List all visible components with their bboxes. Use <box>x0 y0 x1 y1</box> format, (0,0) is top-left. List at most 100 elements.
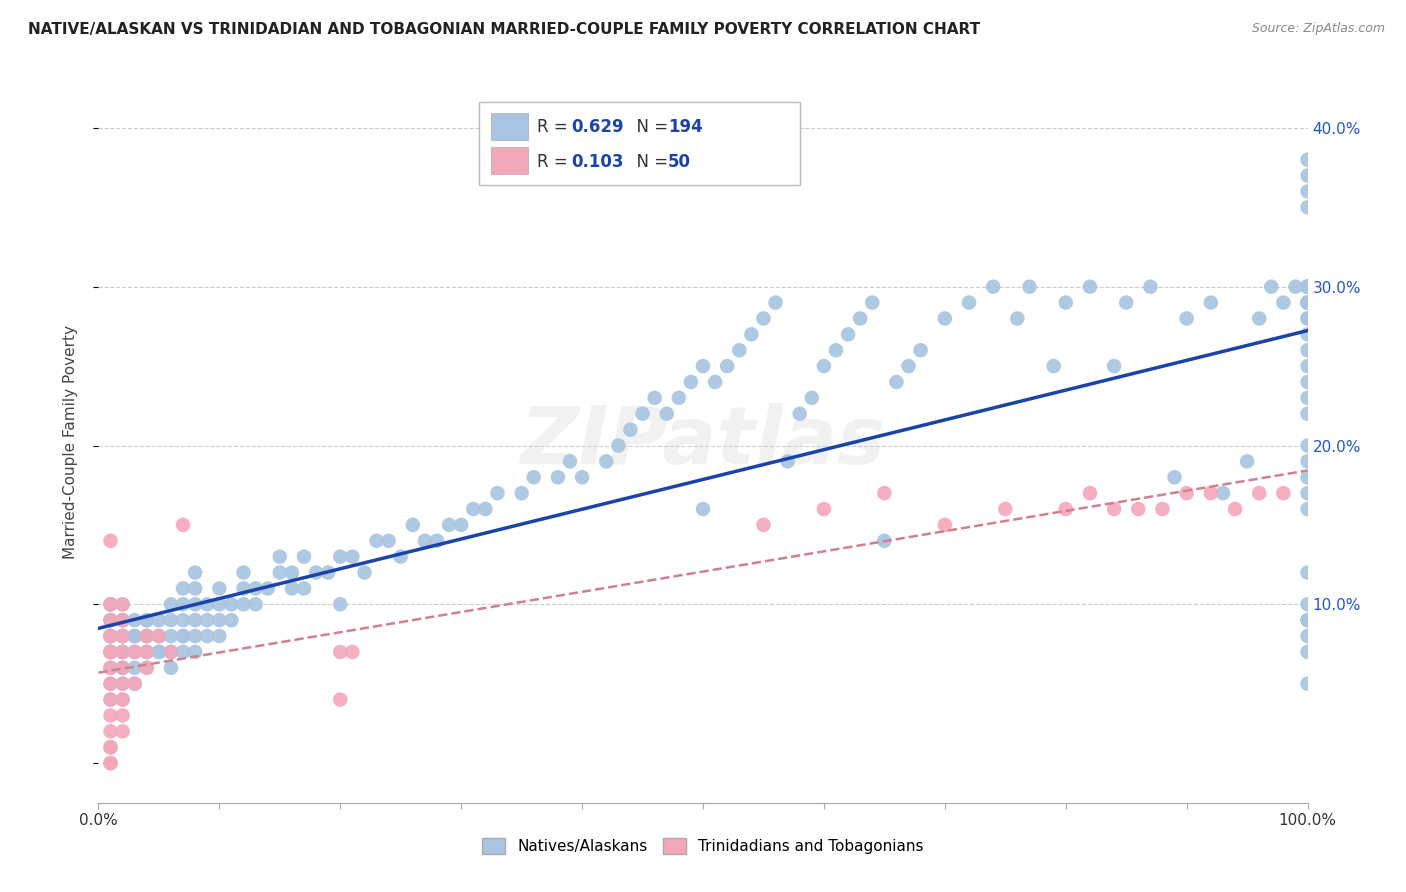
Point <box>860 295 883 310</box>
Point <box>100 756 122 770</box>
Point <box>100 613 122 627</box>
Point <box>377 533 399 548</box>
Point <box>221 613 243 627</box>
Point <box>1296 566 1319 580</box>
Point <box>100 629 122 643</box>
Point <box>1199 295 1222 310</box>
Point <box>957 295 980 310</box>
Point <box>111 613 134 627</box>
Point <box>752 311 775 326</box>
Point <box>100 692 122 706</box>
Point <box>825 343 848 358</box>
Point <box>232 597 254 611</box>
Point <box>1296 279 1319 293</box>
Point <box>1296 295 1319 310</box>
Point <box>342 645 364 659</box>
Point <box>1054 502 1077 516</box>
Point <box>474 502 496 516</box>
Text: R =: R = <box>537 153 574 170</box>
Point <box>752 517 775 532</box>
Point <box>316 566 339 580</box>
Point <box>1175 486 1198 500</box>
Point <box>111 629 134 643</box>
Point <box>135 645 157 659</box>
Point <box>100 645 122 659</box>
Point <box>716 359 738 373</box>
Point <box>1115 295 1137 310</box>
Point <box>100 629 122 643</box>
Point <box>111 661 134 675</box>
Point <box>1296 279 1319 293</box>
Point <box>981 279 1004 293</box>
Point <box>111 676 134 690</box>
Point <box>100 676 122 690</box>
Point <box>800 391 823 405</box>
Point <box>256 582 278 596</box>
Point <box>124 645 146 659</box>
Point <box>510 486 533 500</box>
Text: 0.629: 0.629 <box>571 118 624 136</box>
Point <box>897 359 920 373</box>
Point <box>100 661 122 675</box>
Point <box>100 597 122 611</box>
Point <box>111 613 134 627</box>
Point <box>100 756 122 770</box>
Text: N =: N = <box>626 153 673 170</box>
Point <box>111 629 134 643</box>
Point <box>100 533 122 548</box>
Point <box>160 645 183 659</box>
Point <box>292 582 315 596</box>
Point <box>124 613 146 627</box>
Point <box>100 613 122 627</box>
Point <box>558 454 581 468</box>
Point <box>1296 407 1319 421</box>
Point <box>124 645 146 659</box>
Point <box>1007 311 1029 326</box>
Point <box>934 311 956 326</box>
Point <box>873 486 896 500</box>
Point <box>111 629 134 643</box>
Point <box>886 375 908 389</box>
Point <box>100 740 122 755</box>
Point <box>523 470 546 484</box>
Point <box>160 645 183 659</box>
Point <box>1296 295 1319 310</box>
FancyBboxPatch shape <box>492 147 527 174</box>
Point <box>1296 343 1319 358</box>
Point <box>135 645 157 659</box>
Point <box>269 549 291 564</box>
Point <box>426 533 449 548</box>
Point <box>1272 486 1295 500</box>
Point <box>124 676 146 690</box>
Point <box>1296 295 1319 310</box>
Point <box>1296 438 1319 452</box>
Point <box>172 629 194 643</box>
Point <box>644 391 666 405</box>
Point <box>135 629 157 643</box>
Point <box>148 629 170 643</box>
Point <box>1296 645 1319 659</box>
FancyBboxPatch shape <box>492 112 527 139</box>
Point <box>1296 169 1319 183</box>
Point <box>389 549 412 564</box>
Point <box>1296 311 1319 326</box>
Point <box>148 613 170 627</box>
Point <box>1296 311 1319 326</box>
Point <box>100 645 122 659</box>
Point <box>184 645 207 659</box>
FancyBboxPatch shape <box>479 102 800 185</box>
Point <box>208 582 231 596</box>
Point <box>1296 279 1319 293</box>
Point <box>111 597 134 611</box>
Text: NATIVE/ALASKAN VS TRINIDADIAN AND TOBAGONIAN MARRIED-COUPLE FAMILY POVERTY CORRE: NATIVE/ALASKAN VS TRINIDADIAN AND TOBAGO… <box>28 22 980 37</box>
Point <box>1296 597 1319 611</box>
Point <box>111 629 134 643</box>
Point <box>837 327 859 342</box>
Point <box>1078 486 1101 500</box>
Y-axis label: Married-Couple Family Poverty: Married-Couple Family Poverty <box>63 325 77 558</box>
Legend: Natives/Alaskans, Trinidadians and Tobagonians: Natives/Alaskans, Trinidadians and Tobag… <box>477 832 929 860</box>
Point <box>1296 153 1319 167</box>
Point <box>413 533 436 548</box>
Point <box>1296 279 1319 293</box>
Point <box>704 375 727 389</box>
